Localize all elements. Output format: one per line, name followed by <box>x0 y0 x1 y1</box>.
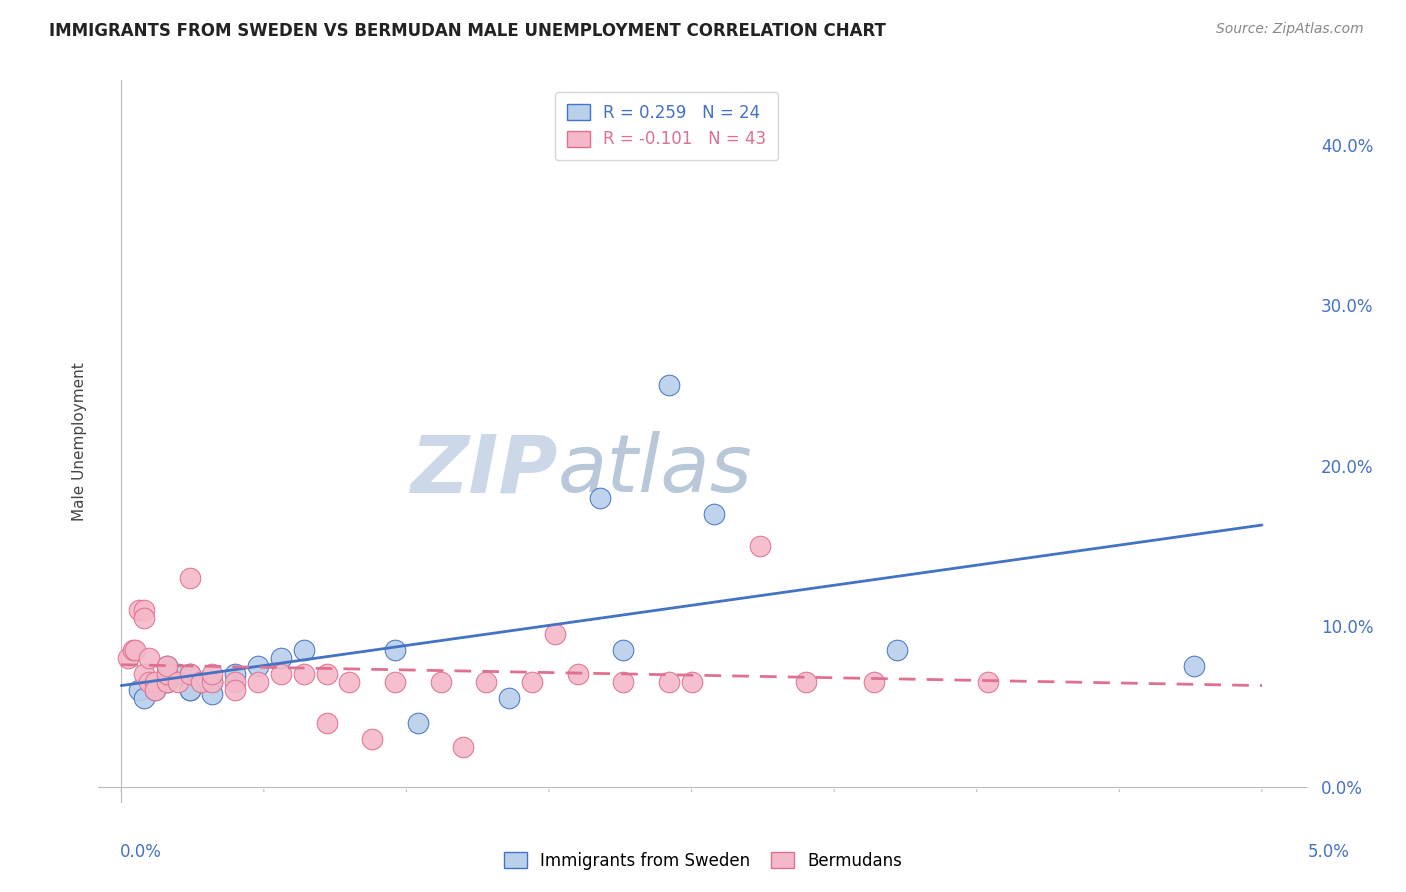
Point <box>703 507 725 521</box>
Legend: R = 0.259   N = 24, R = -0.101   N = 43: R = 0.259 N = 24, R = -0.101 N = 43 <box>555 92 779 160</box>
Point <box>179 667 201 681</box>
Point <box>124 643 146 657</box>
Point <box>132 667 155 681</box>
Point <box>128 603 150 617</box>
Text: ZIP: ZIP <box>411 432 558 509</box>
Point <box>384 675 406 690</box>
Text: Source: ZipAtlas.com: Source: ZipAtlas.com <box>1216 22 1364 37</box>
Text: IMMIGRANTS FROM SWEDEN VS BERMUDAN MALE UNEMPLOYMENT CORRELATION CHART: IMMIGRANTS FROM SWEDEN VS BERMUDAN MALE … <box>49 22 886 40</box>
Point <box>167 667 190 681</box>
Point <box>179 683 201 698</box>
Point <box>863 675 886 690</box>
Point <box>156 659 179 673</box>
Text: atlas: atlas <box>558 432 752 509</box>
Legend: Immigrants from Sweden, Bermudans: Immigrants from Sweden, Bermudans <box>498 846 908 877</box>
Point <box>544 627 567 641</box>
Point <box>681 675 703 690</box>
Point <box>520 675 543 690</box>
Point <box>315 715 337 730</box>
Point <box>145 675 167 690</box>
Point <box>361 731 384 746</box>
Point <box>145 683 167 698</box>
Point <box>315 667 337 681</box>
Point <box>612 675 634 690</box>
Point <box>156 667 179 681</box>
Point <box>1182 659 1205 673</box>
Point <box>156 659 179 673</box>
Point <box>179 667 201 681</box>
Point <box>138 651 160 665</box>
Point <box>156 675 179 690</box>
Point <box>658 675 681 690</box>
Text: 0.0%: 0.0% <box>120 843 162 861</box>
Point <box>658 378 681 392</box>
Y-axis label: Male Unemployment: Male Unemployment <box>72 362 87 521</box>
Point <box>337 675 360 690</box>
Point <box>145 683 167 698</box>
Point <box>247 675 270 690</box>
Point <box>201 675 224 690</box>
Point <box>794 675 817 690</box>
Point <box>292 643 315 657</box>
Point <box>270 667 292 681</box>
Point <box>224 667 246 681</box>
Point <box>977 675 1000 690</box>
Point <box>612 643 634 657</box>
Point <box>406 715 429 730</box>
Point <box>498 691 520 706</box>
Point <box>132 611 155 625</box>
Point <box>156 675 179 690</box>
Point <box>567 667 589 681</box>
Point <box>749 539 772 553</box>
Point <box>190 675 212 690</box>
Point <box>128 683 150 698</box>
Point <box>179 683 201 698</box>
Point <box>167 675 190 690</box>
Point <box>132 691 155 706</box>
Point <box>224 683 246 698</box>
Point <box>138 675 160 690</box>
Point <box>179 571 201 585</box>
Point <box>201 687 224 701</box>
Point <box>132 603 155 617</box>
Point <box>475 675 498 690</box>
Point <box>270 651 292 665</box>
Point <box>224 675 246 690</box>
Point <box>117 651 139 665</box>
Point <box>453 739 475 754</box>
Point <box>589 491 612 505</box>
Point <box>384 643 406 657</box>
Point <box>292 667 315 681</box>
Point <box>201 675 224 690</box>
Point <box>886 643 908 657</box>
Text: 5.0%: 5.0% <box>1308 843 1350 861</box>
Point <box>429 675 451 690</box>
Point <box>247 659 270 673</box>
Point <box>201 667 224 681</box>
Point <box>121 643 143 657</box>
